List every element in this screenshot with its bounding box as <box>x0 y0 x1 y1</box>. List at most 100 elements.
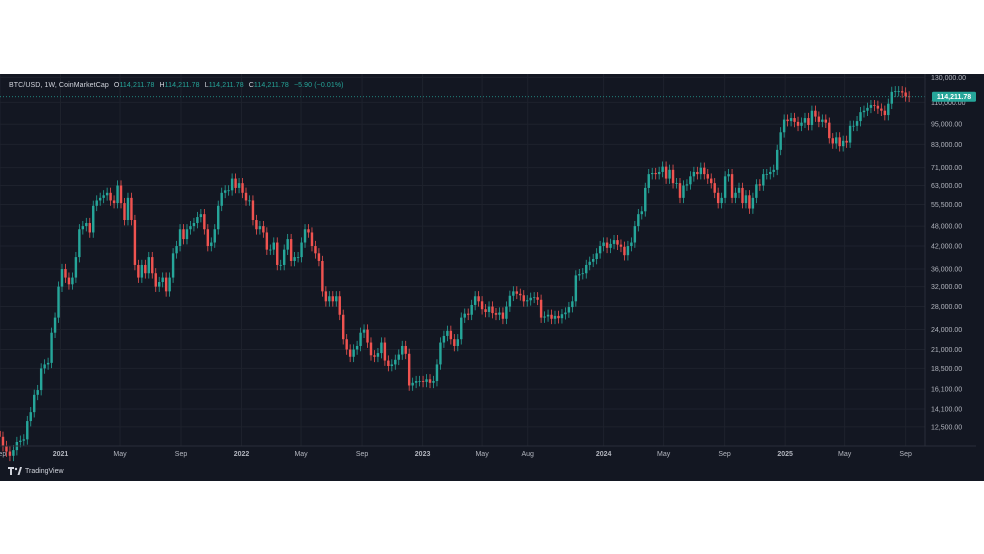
candle-body <box>81 226 85 230</box>
candle-body <box>168 277 171 292</box>
candle-body <box>64 269 67 278</box>
candle-body <box>71 277 74 285</box>
y-tick-label: 63,000.00 <box>931 183 962 190</box>
candle-body <box>876 105 880 109</box>
tradingview-logo[interactable]: TradingView <box>8 467 64 475</box>
candle-body <box>567 307 571 313</box>
candle-body <box>272 242 275 250</box>
candle-body <box>1 436 5 446</box>
candle-body <box>223 190 227 193</box>
candle-body <box>494 313 498 315</box>
candle-body <box>244 192 248 201</box>
open-value: 114,211.78 <box>119 82 155 89</box>
x-tick-label: 2025 <box>777 451 793 458</box>
candle-body <box>432 381 435 383</box>
candle-body <box>394 359 397 365</box>
chart-panel[interactable]: 130,000.00 110,000.00 95,000.00 83,000.00 71… <box>0 74 984 481</box>
y-tick-label: 28,000.00 <box>931 304 962 311</box>
candle-body <box>675 183 678 184</box>
candle-body <box>616 240 619 245</box>
candle-body <box>904 92 907 97</box>
candle-body <box>807 118 810 126</box>
y-tick-label: 16,100.00 <box>931 387 962 394</box>
candle-body <box>574 275 578 302</box>
x-tick-label: 2022 <box>234 451 250 458</box>
candle-body <box>26 421 29 440</box>
candle-body <box>560 314 564 319</box>
candle-body <box>845 140 848 143</box>
candle-body <box>796 121 800 126</box>
candle-body <box>19 440 22 442</box>
candle-body <box>60 269 64 287</box>
candle-body <box>696 171 699 175</box>
candle-body <box>421 381 425 382</box>
price-chart[interactable]: 130,000.00 110,000.00 95,000.00 83,000.00 71… <box>0 74 984 481</box>
candle-body <box>602 242 605 247</box>
candle-body <box>612 240 616 244</box>
candle-body <box>682 185 685 198</box>
candle-body <box>175 246 178 254</box>
x-tick-label: Sep <box>175 451 188 458</box>
candle-body <box>338 296 341 315</box>
candle-body <box>671 169 675 184</box>
x-tick-label: Sep <box>718 451 731 458</box>
candle-body <box>230 178 234 191</box>
candle-body <box>29 412 32 422</box>
y-tick-label: 130,000.00 <box>931 75 966 82</box>
high-value: 114,211.78 <box>164 82 200 89</box>
y-tick-label: 14,100.00 <box>931 406 962 413</box>
candle-body <box>550 314 553 319</box>
candle-body <box>67 277 71 285</box>
candle-body <box>22 439 26 441</box>
x-tick-label: May <box>475 451 489 458</box>
candle-body <box>213 229 216 243</box>
candle-body <box>855 121 859 126</box>
y-tick-label: 18,500.00 <box>931 366 962 373</box>
candle-body <box>237 183 241 188</box>
candle-body <box>390 364 394 367</box>
candle-body <box>265 232 269 250</box>
candle-body <box>355 345 359 350</box>
last-price-label: 114,211.78 <box>937 94 971 101</box>
candles <box>0 86 911 462</box>
candle-body <box>50 332 53 363</box>
candle-body <box>192 223 196 227</box>
candle-body <box>730 174 734 198</box>
candle-body <box>321 260 324 292</box>
candle-body <box>869 105 873 108</box>
candle-body <box>890 91 893 104</box>
candle-body <box>276 242 279 265</box>
candle-body <box>748 195 751 209</box>
high-label: H <box>159 82 165 89</box>
candle-body <box>654 173 657 175</box>
candle-body <box>446 330 449 336</box>
time-axis[interactable]: Sep 2021 May Sep 2022 May Sep 2023 May Aug 2024 May… <box>0 445 976 458</box>
candle-body <box>178 229 182 247</box>
candle-body <box>591 259 595 262</box>
candle-body <box>161 277 164 283</box>
candle-body <box>810 110 814 126</box>
candle-body <box>713 183 716 193</box>
symbol-label[interactable]: BTC/USD, 1W, CoinMarketCap <box>9 82 109 89</box>
candle-body <box>453 339 456 346</box>
y-tick-label: 110,000.00 <box>931 100 966 107</box>
candle-body <box>647 174 650 188</box>
candle-body <box>619 244 623 247</box>
candle-body <box>880 108 883 111</box>
candle-body <box>397 354 400 360</box>
candle-body <box>772 169 775 172</box>
candle-body <box>262 226 265 233</box>
candle-body <box>779 132 782 150</box>
candle-body <box>383 342 387 361</box>
close-label: C <box>248 82 254 89</box>
candle-body <box>543 316 546 318</box>
candle-body <box>414 381 418 383</box>
candle-body <box>43 364 46 369</box>
candle-body <box>814 110 817 117</box>
candle-body <box>460 317 463 340</box>
candle-body <box>36 390 39 395</box>
candle-body <box>803 118 807 123</box>
candle-body <box>661 166 664 172</box>
candle-body <box>716 192 720 204</box>
price-axis[interactable]: 130,000.00 110,000.00 95,000.00 83,000.00 71… <box>924 74 976 446</box>
